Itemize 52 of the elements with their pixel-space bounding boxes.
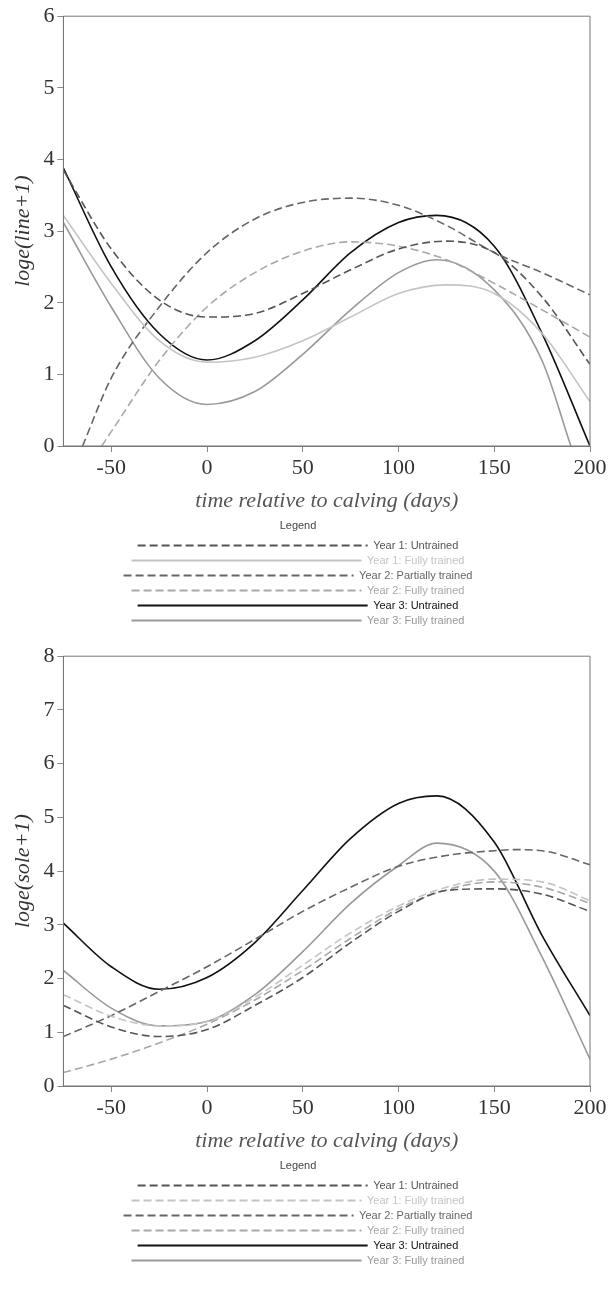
x-tick-label: 150	[477, 453, 511, 479]
y-tick-label: 3	[43, 216, 55, 242]
x-tick-label: 100	[382, 1093, 416, 1119]
y-tick-label: 5	[43, 803, 55, 829]
text: Year 3: Fully trained	[367, 1253, 465, 1266]
x-tick-label: 100	[382, 453, 416, 479]
line-series	[63, 169, 590, 366]
legend-title: Legend	[279, 519, 317, 532]
text: Year 1: Untrained	[373, 538, 459, 551]
y-axis-title: loge(line+1)	[8, 175, 34, 287]
text: Year 1: Fully trained	[367, 1193, 465, 1206]
y-tick-label: 1	[43, 360, 55, 386]
x-tick-label: 0	[201, 453, 213, 479]
x-tick-label: -50	[96, 453, 126, 479]
y-tick-label: 5	[43, 73, 55, 99]
y-tick-label: 8	[43, 641, 55, 667]
y-tick-label: 4	[43, 856, 55, 882]
y-tick-label: 1	[43, 1018, 55, 1044]
y-tick-label: 6	[43, 749, 55, 775]
x-tick-label: 150	[477, 1093, 511, 1119]
y-axis-title: loge(sole+1)	[8, 814, 34, 929]
line-series	[100, 241, 590, 446]
y-tick-label: 4	[43, 145, 55, 171]
x-tick-label: 50	[291, 453, 314, 479]
x-tick-label: -50	[96, 1093, 126, 1119]
x-tick-label: 200	[573, 1093, 607, 1119]
text: Year 2: Partially trained	[359, 568, 473, 581]
y-tick-label: 2	[43, 288, 55, 314]
x-tick-label: 200	[573, 453, 607, 479]
line-series	[63, 881, 590, 1074]
y-tick-label: 6	[43, 1, 55, 27]
line-series	[63, 221, 572, 446]
text: Year 2: Fully trained	[367, 583, 465, 596]
legend-title: Legend	[279, 1159, 317, 1172]
y-tick-label: 7	[43, 695, 55, 721]
y-tick-label: 2	[43, 964, 55, 990]
text: Year 2: Fully trained	[367, 1223, 465, 1236]
text: Year 1: Untrained	[373, 1178, 459, 1191]
text: Year 1: Fully trained	[367, 553, 465, 566]
x-tick-label: 50	[291, 1093, 314, 1119]
y-tick-label: 0	[43, 431, 55, 457]
y-tick-label: 3	[43, 910, 55, 936]
x-tick-label: 0	[201, 1093, 213, 1119]
text: Year 3: Untrained	[373, 598, 459, 611]
text: Year 3: Fully trained	[367, 613, 465, 626]
text: Year 2: Partially trained	[359, 1208, 473, 1221]
line-series	[63, 795, 590, 1017]
text: Year 3: Untrained	[373, 1238, 459, 1251]
line-series	[63, 214, 590, 403]
y-tick-label: 0	[43, 1071, 55, 1097]
x-axis-title: time relative to calving (days)	[195, 1127, 459, 1153]
x-axis-title: time relative to calving (days)	[195, 487, 459, 513]
